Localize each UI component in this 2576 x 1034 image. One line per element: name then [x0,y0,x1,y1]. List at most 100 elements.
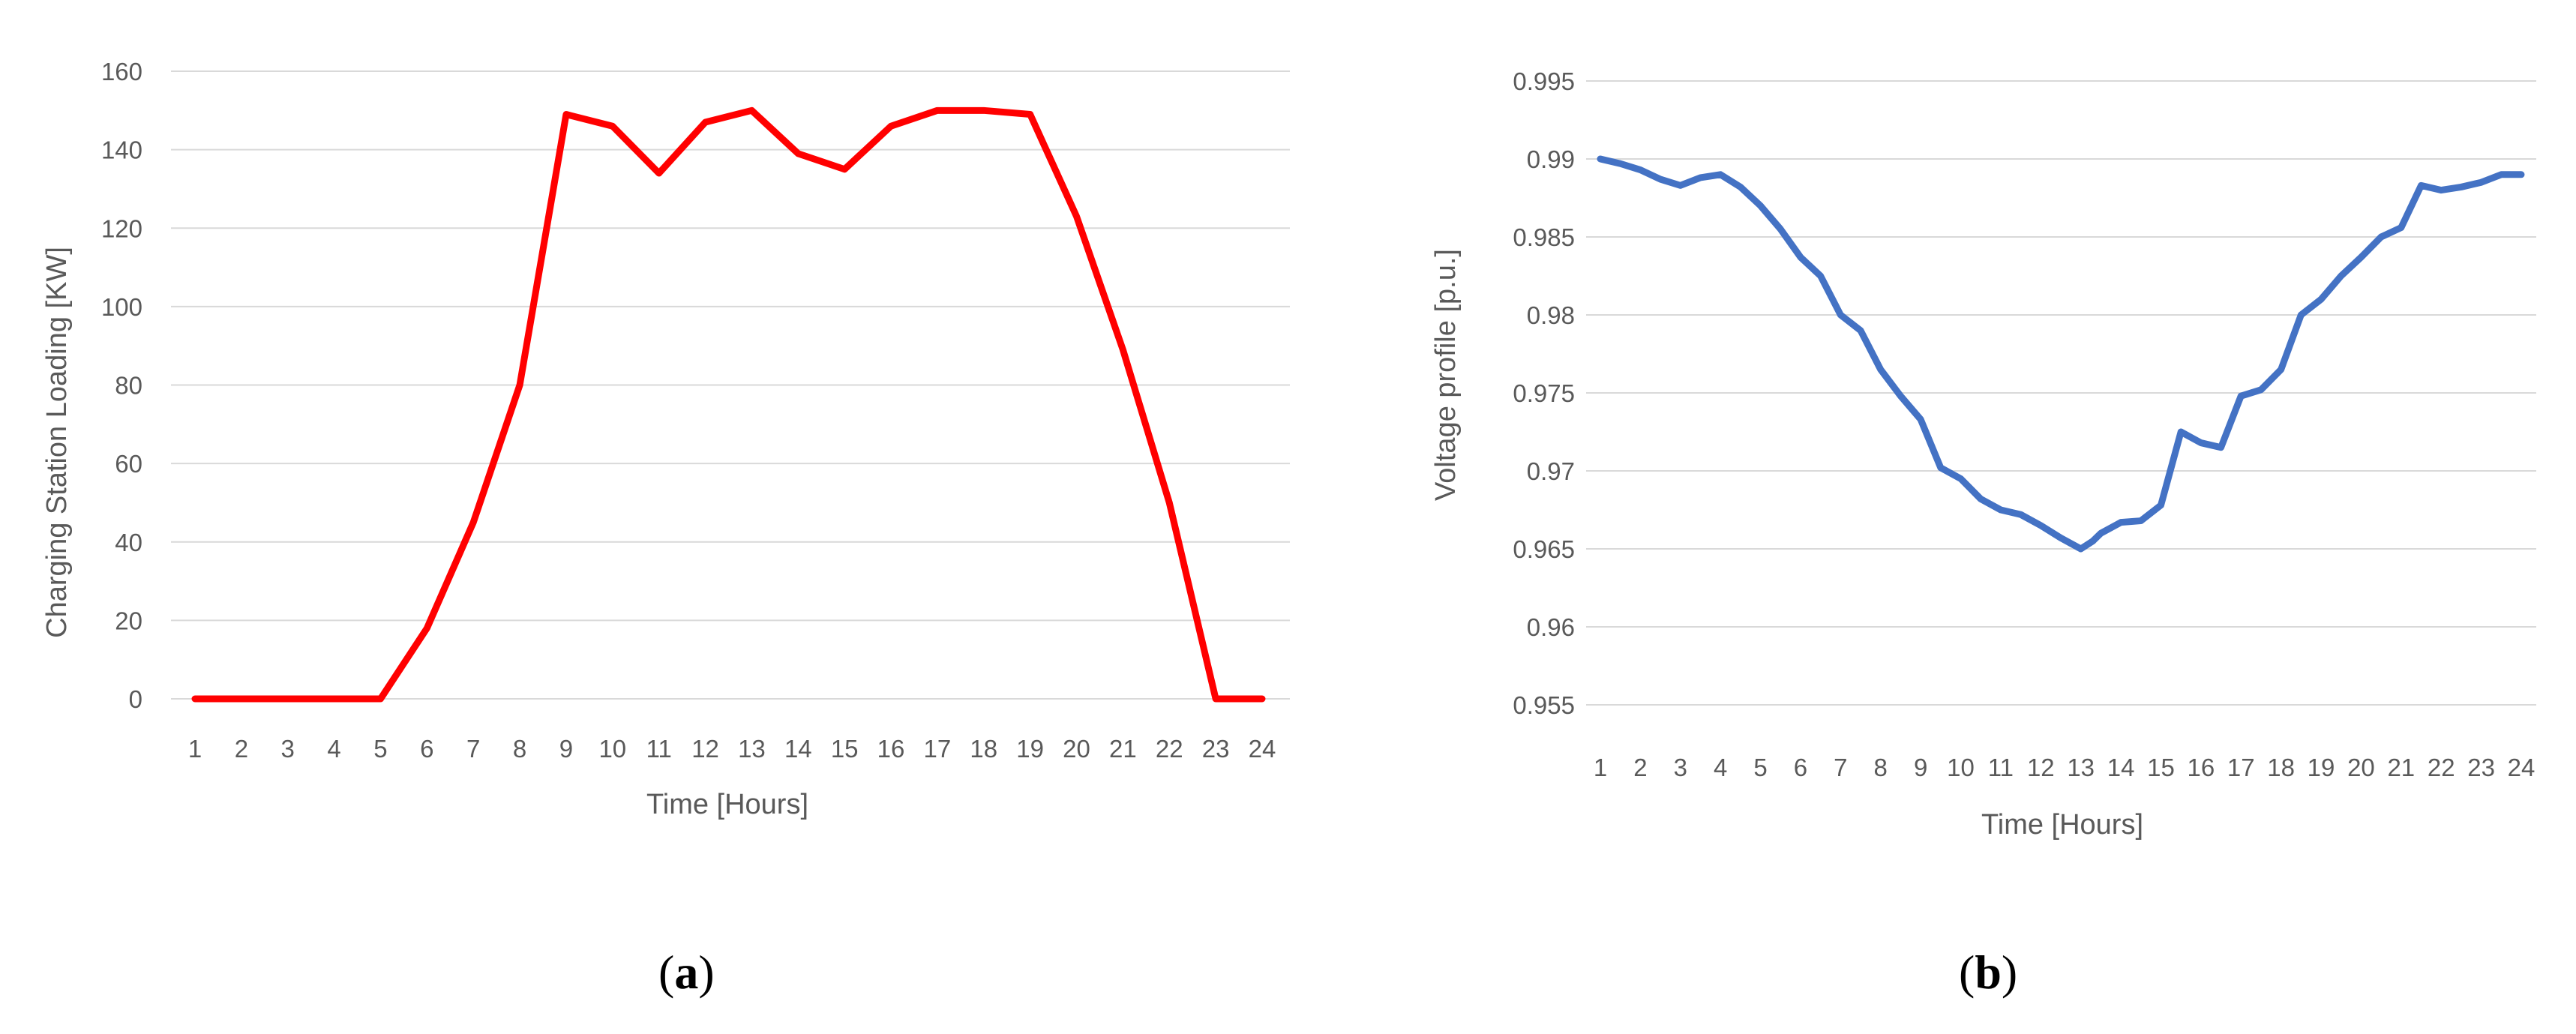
b-data-point [1680,184,1681,186]
b-data-point [1720,174,1721,175]
b-data-point [2092,541,2094,542]
a-data-point [1076,216,1078,217]
chart-a-x-axis-label: Time [Hours] [646,789,808,820]
b-x-tick-label: 16 [2188,754,2215,781]
b-data-point [1840,314,1841,316]
a-y-tick-label: 80 [115,372,142,400]
b-x-tick-label: 19 [2308,754,2335,781]
a-x-tick-label: 16 [877,735,905,763]
b-data-point [1620,163,1621,164]
b-x-tick-label: 4 [1714,754,1727,781]
b-y-tick-label: 0.975 [1513,379,1575,407]
b-x-tick-label: 14 [2107,754,2135,781]
a-y-tick-label: 160 [101,58,142,85]
chart-a-panel-letter: a [674,946,698,999]
chart-a-panel-label: (a) [658,946,715,999]
a-x-tick-label: 9 [559,735,573,763]
a-x-tick-label: 19 [1016,735,1044,763]
a-data-point [1215,698,1216,700]
b-data-point [1699,177,1701,178]
b-y-tick-label: 0.99 [1527,145,1575,173]
b-data-point [1639,169,1641,171]
b-data-point [2360,256,2362,258]
b-data-point [2240,395,2242,397]
a-x-tick-label: 23 [1202,735,1230,763]
a-x-tick-label: 6 [420,735,433,763]
a-data-point [751,109,752,111]
b-x-tick-label: 21 [2387,754,2415,781]
chart-b-y-tick-labels: 0.955 0.96 0.965 0.97 0.975 0.98 0.985 0.99 0.99… [1513,67,1575,719]
b-points [1600,158,2522,550]
b-data-point [2481,181,2482,183]
b-x-tick-label: 3 [1674,754,1687,781]
a-data-point [565,114,567,115]
b-data-point [1820,275,1822,277]
b-data-point [2341,275,2342,277]
b-y-tick-label: 0.97 [1527,457,1575,485]
a-data-point [658,172,660,174]
a-x-tick-label: 11 [646,735,672,763]
a-data-point [1030,114,1031,115]
b-data-point [1960,478,1962,479]
a-data-point [379,698,381,700]
b-data-point [2401,227,2402,229]
a-x-tick-label: 5 [373,735,387,763]
b-data-point [1760,205,1762,206]
chart-a-y-axis-label: Charging Station Loading [KW] [41,247,73,638]
chart-b-y-axis-label: Voltage profile [p.u.] [1430,249,1462,501]
a-points [194,109,1263,700]
a-data-point [472,522,474,523]
b-y-tick-label: 0.965 [1513,535,1575,563]
a-x-tick-label: 8 [513,735,526,763]
a-x-tick-label: 22 [1156,735,1183,763]
b-data-point [2120,522,2122,523]
a-x-tick-label: 14 [784,735,812,763]
chart-a-series-line [191,106,1266,703]
b-data-point [2160,505,2161,506]
b-data-point [1780,229,1781,230]
a-data-point [334,698,335,700]
b-data-point [2300,314,2302,316]
b-x-tick-label: 13 [2067,754,2095,781]
b-data-point [1980,498,1981,499]
b-data-point [2281,369,2282,370]
b-data-point [1920,418,1921,420]
b-data-point [2521,174,2522,175]
b-y-tick-label: 0.985 [1513,223,1575,251]
b-data-point [2140,520,2142,522]
chart-a-gridlines [171,70,1290,700]
a-data-point [937,109,938,111]
b-data-point [1900,395,1901,397]
b-x-tick-label: 8 [1874,754,1888,781]
b-x-tick-label: 20 [2347,754,2375,781]
a-x-tick-label: 17 [924,735,952,763]
a-data-point [705,121,706,123]
b-x-tick-label: 22 [2428,754,2455,781]
b-x-tick-label: 7 [1834,754,1847,781]
chart-b-x-tick-labels: 1 2 3 4 5 6 7 8 9 10 11 12 13 14 15 16 17 18 19 20 21 22 23 24 [1594,754,2536,781]
a-y-tick-label: 0 [129,685,142,713]
a-x-tick-label: 15 [831,735,859,763]
a-x-tick-label: 24 [1249,735,1276,763]
b-x-tick-label: 5 [1753,754,1767,781]
b-data-point [2500,174,2502,175]
a-data-point [519,385,520,386]
b-x-tick-label: 18 [2267,754,2295,781]
b-x-tick-label: 6 [1794,754,1807,781]
b-data-point [2100,532,2101,534]
a-x-tick-label: 1 [188,735,202,763]
a-data-point [844,169,845,170]
b-data-point [2221,447,2222,448]
a-x-tick-label: 2 [235,735,248,763]
b-data-point [2320,298,2322,300]
a-data-point [287,698,289,700]
a-data-point [1261,698,1263,700]
b-y-tick-label: 0.96 [1527,613,1575,641]
chart-b-gridlines [1586,80,2536,706]
a-x-tick-label: 7 [466,735,480,763]
b-data-point [1880,369,1882,370]
b-data-point [2200,442,2202,444]
a-y-tick-label: 100 [101,293,142,321]
a-y-tick-label: 60 [115,450,142,478]
a-data-point [194,698,196,700]
